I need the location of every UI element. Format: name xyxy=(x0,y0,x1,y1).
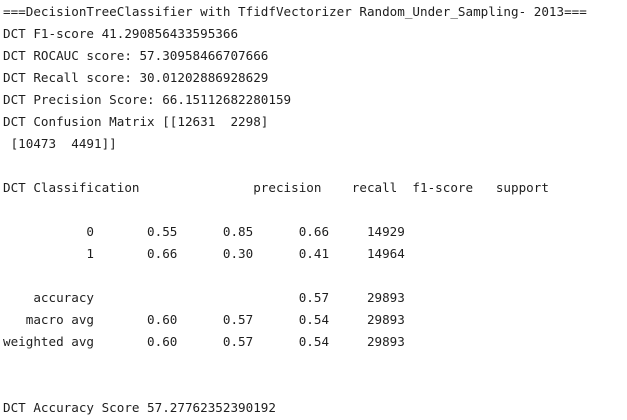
macro-avg-row: macro avg 0.60 0.57 0.54 29893 xyxy=(3,312,405,327)
class-0-row: 0 0.55 0.85 0.66 14929 xyxy=(3,224,405,239)
confusion-matrix-line: DCT Confusion Matrix [[12631 2298] xyxy=(3,114,269,129)
precision-score-line: DCT Precision Score: 66.15112682280159 xyxy=(3,92,292,107)
title-line: ===DecisionTreeClassifier with TfidfVect… xyxy=(3,4,587,19)
classification-header-line: DCT Classification precision recall f1-s… xyxy=(3,180,549,195)
confusion-matrix-row-2: [10473 4491]] xyxy=(3,136,117,151)
weighted-avg-row: weighted avg 0.60 0.57 0.54 29893 xyxy=(3,334,405,349)
f1-score-line: DCT F1-score 41.290856433595366 xyxy=(3,26,239,41)
recall-score-line: DCT Recall score: 30.01202886928629 xyxy=(3,70,269,85)
accuracy-score-line: DCT Accuracy Score 57.27762352390192 xyxy=(3,400,276,415)
rocauc-score-line: DCT ROCAUC score: 57.30958466707666 xyxy=(3,48,269,63)
class-1-row: 1 0.66 0.30 0.41 14964 xyxy=(3,246,405,261)
accuracy-row: accuracy 0.57 29893 xyxy=(3,290,405,305)
